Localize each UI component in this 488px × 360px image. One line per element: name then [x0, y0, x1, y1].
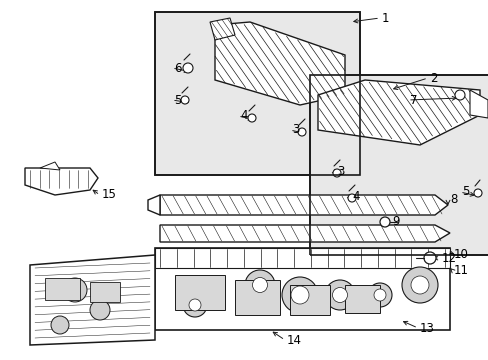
Circle shape [90, 300, 110, 320]
Circle shape [379, 217, 389, 227]
Bar [155, 12, 359, 175]
Text: 12: 12 [441, 252, 456, 265]
Bar [45, 278, 80, 300]
Bar [309, 75, 488, 255]
Circle shape [290, 286, 308, 304]
Polygon shape [469, 90, 487, 118]
Text: 13: 13 [419, 321, 434, 334]
Circle shape [332, 169, 340, 177]
Bar [175, 275, 224, 310]
Polygon shape [215, 22, 345, 105]
Polygon shape [160, 225, 449, 242]
Circle shape [51, 316, 69, 334]
Text: 11: 11 [453, 264, 468, 276]
Circle shape [244, 270, 274, 300]
Bar [90, 282, 120, 302]
Polygon shape [148, 195, 160, 215]
Polygon shape [317, 80, 479, 145]
Polygon shape [160, 195, 447, 215]
Bar [155, 12, 359, 175]
Circle shape [373, 289, 385, 301]
Text: 4: 4 [351, 190, 359, 203]
Text: 7: 7 [409, 94, 417, 107]
Text: 4: 4 [240, 109, 247, 122]
Circle shape [325, 280, 354, 310]
Circle shape [183, 63, 193, 73]
Text: 6: 6 [174, 62, 181, 75]
Circle shape [347, 194, 355, 202]
Circle shape [454, 90, 464, 100]
Text: 2: 2 [429, 72, 437, 85]
Polygon shape [155, 248, 449, 330]
Text: 5: 5 [461, 185, 468, 198]
Circle shape [410, 276, 428, 294]
Text: 3: 3 [291, 123, 299, 136]
Circle shape [181, 96, 189, 104]
Text: 15: 15 [102, 189, 117, 202]
Bar [235, 280, 280, 315]
Circle shape [247, 114, 256, 122]
Circle shape [183, 293, 206, 317]
Bar [309, 75, 488, 255]
Polygon shape [25, 168, 98, 195]
Circle shape [423, 252, 435, 264]
Circle shape [252, 278, 267, 292]
Polygon shape [40, 162, 60, 170]
Circle shape [63, 278, 87, 302]
Circle shape [189, 299, 201, 311]
Circle shape [332, 288, 347, 302]
Text: 14: 14 [286, 333, 302, 346]
Circle shape [297, 128, 305, 136]
Polygon shape [30, 255, 155, 345]
Polygon shape [155, 248, 449, 268]
Text: 10: 10 [453, 248, 468, 261]
Circle shape [473, 189, 481, 197]
Circle shape [367, 283, 391, 307]
Circle shape [401, 267, 437, 303]
Polygon shape [209, 18, 235, 40]
Bar [345, 285, 379, 313]
Text: 8: 8 [449, 193, 456, 207]
Text: 3: 3 [336, 166, 344, 179]
Text: 1: 1 [381, 12, 389, 24]
Text: 5: 5 [174, 94, 181, 107]
Circle shape [282, 277, 317, 313]
Bar [289, 285, 329, 315]
Text: 9: 9 [391, 216, 399, 229]
